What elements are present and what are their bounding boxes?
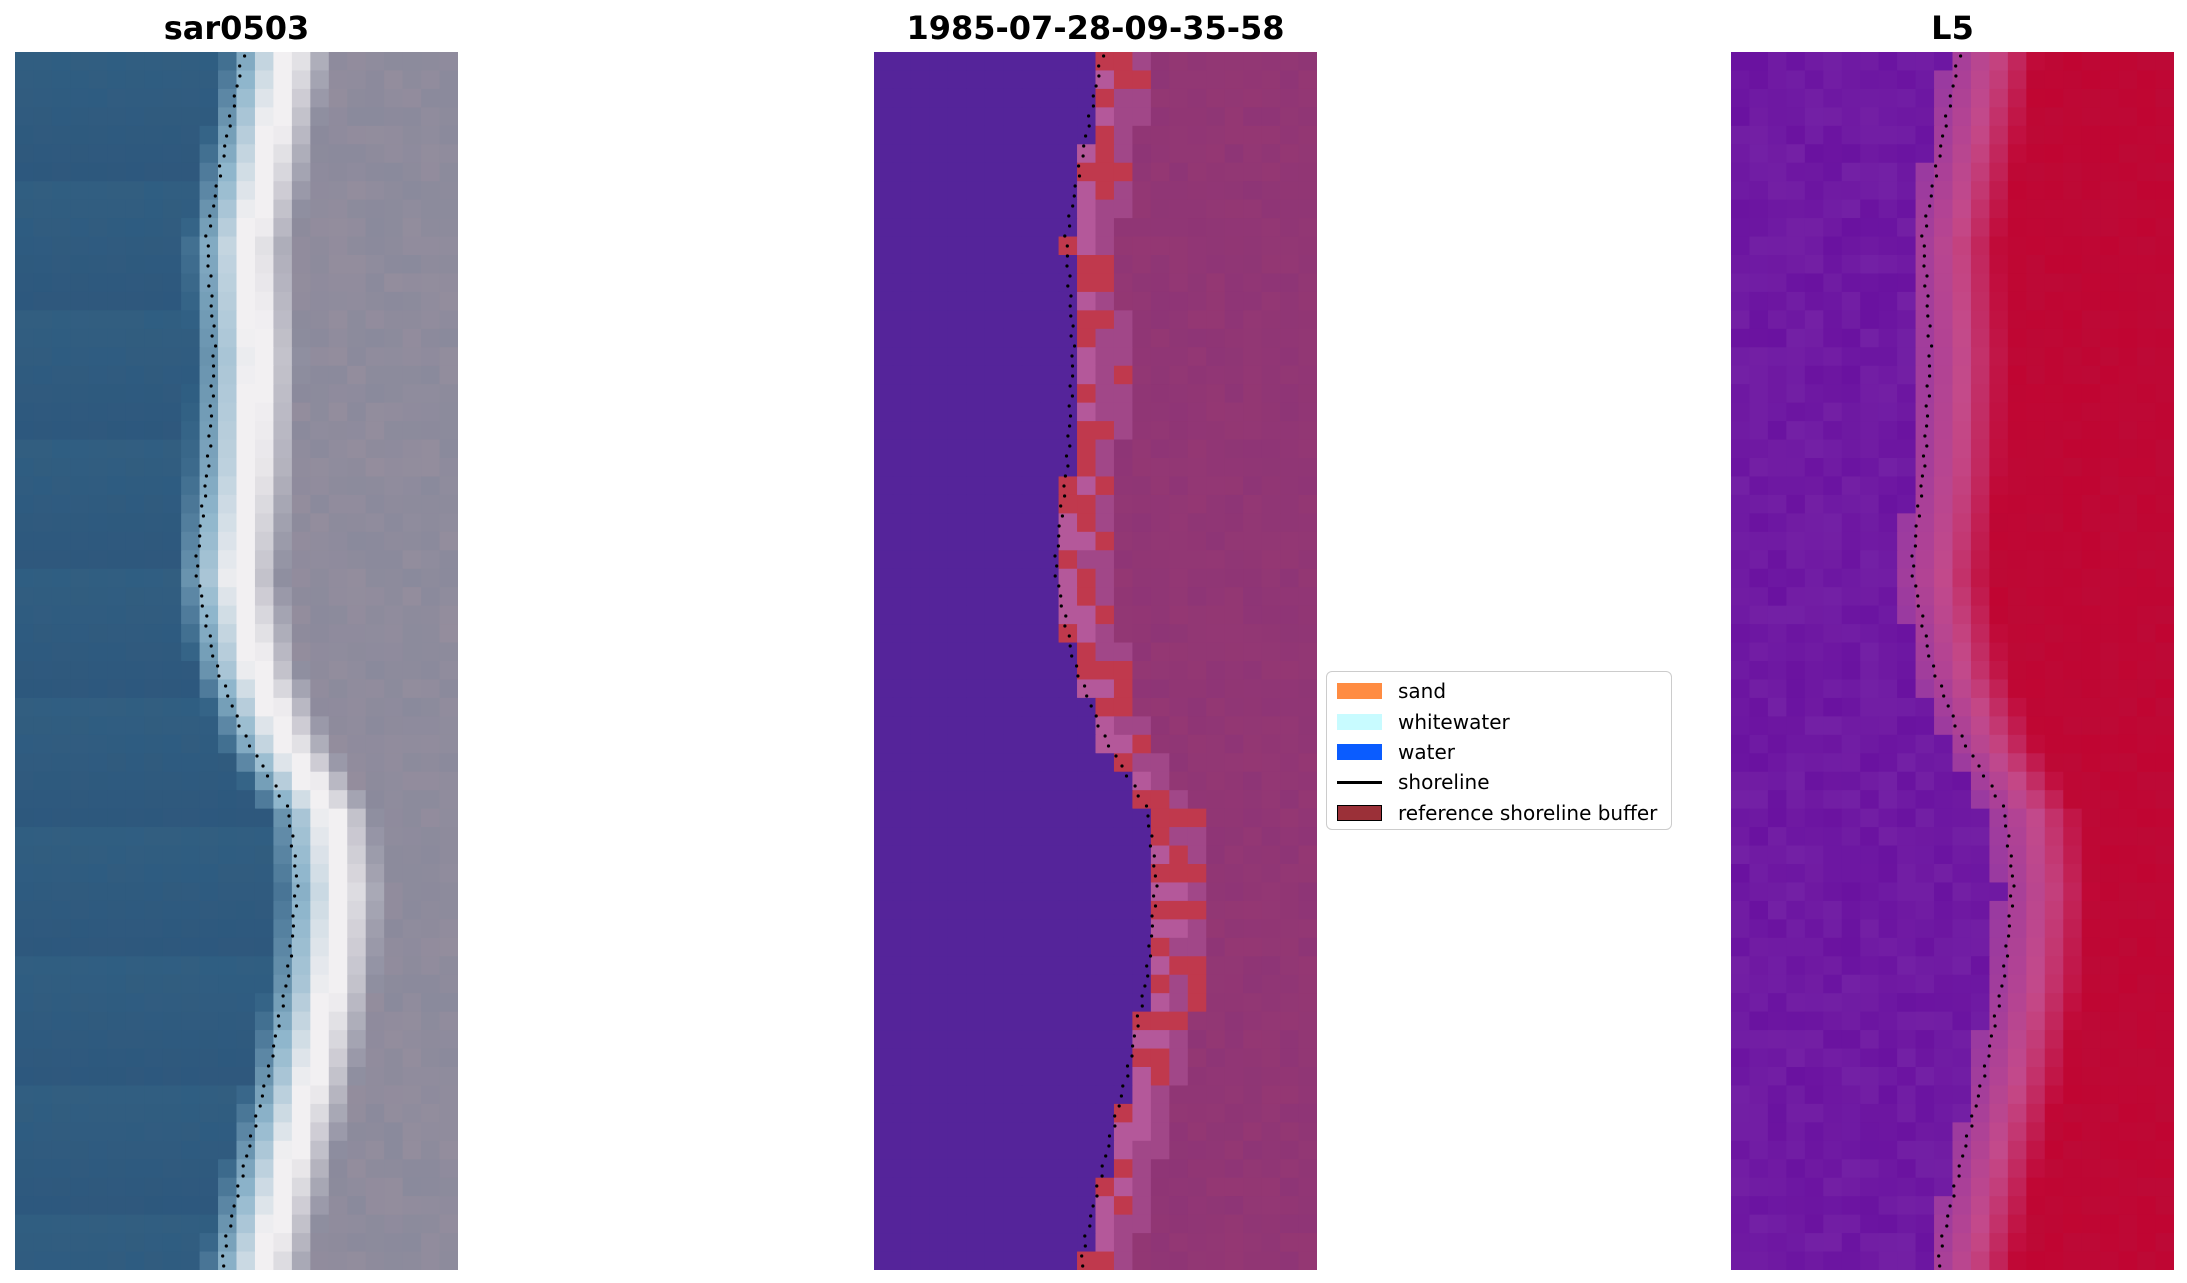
panel-title-rgb: sar0503 xyxy=(163,9,310,47)
panel-title-index: L5 xyxy=(1931,9,1974,47)
legend-item-sand: sand xyxy=(1337,676,1661,706)
shoreline-line-swatch xyxy=(1337,780,1382,784)
shoreline-points xyxy=(1053,54,1159,1268)
legend-item-water: water xyxy=(1337,737,1661,767)
legend: sand whitewater water shoreline referenc… xyxy=(1326,671,1672,830)
legend-label: shoreline xyxy=(1398,770,1490,795)
reference-buffer-swatch xyxy=(1337,804,1382,821)
index-image-panel xyxy=(1731,52,2174,1270)
rgb-image xyxy=(15,52,458,1270)
legend-item-whitewater: whitewater xyxy=(1337,706,1661,736)
shoreline-points xyxy=(1910,54,2016,1268)
panel-title-classified: 1985-07-28-09-35-58 xyxy=(906,9,1285,47)
legend-label: reference shoreline buffer xyxy=(1398,800,1658,825)
classified-image xyxy=(874,52,1317,1270)
legend-label: water xyxy=(1398,739,1455,764)
rgb-image-panel xyxy=(15,52,458,1270)
sand-swatch xyxy=(1337,683,1382,700)
index-image xyxy=(1731,52,2174,1270)
legend-label: sand xyxy=(1398,679,1447,704)
legend-item-shoreline: shoreline xyxy=(1337,767,1661,797)
classified-image-panel xyxy=(874,52,1317,1270)
legend-label: whitewater xyxy=(1398,709,1510,734)
whitewater-swatch xyxy=(1337,713,1382,730)
legend-item-reference-buffer: reference shoreline buffer xyxy=(1337,798,1661,828)
water-swatch xyxy=(1337,743,1382,760)
shoreline-points xyxy=(194,54,300,1268)
